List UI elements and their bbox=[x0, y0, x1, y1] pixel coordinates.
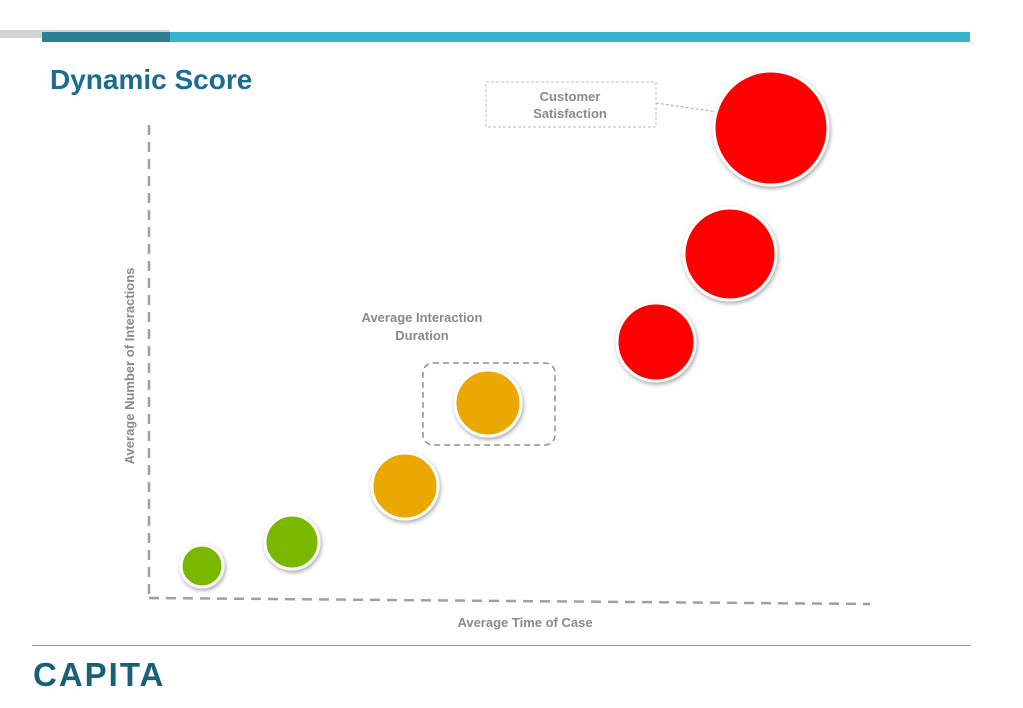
bubble-3 bbox=[370, 451, 440, 521]
bubble-1 bbox=[179, 543, 225, 589]
callout-satisfaction-line-1: Customer bbox=[540, 89, 601, 104]
bubble-6 bbox=[682, 206, 778, 302]
bubble-2 bbox=[263, 513, 321, 571]
callout-duration-line-2: Duration bbox=[395, 328, 449, 343]
callout-duration-line-1: Average Interaction bbox=[362, 310, 483, 325]
bubbles-group bbox=[179, 69, 830, 589]
header-accent-dark bbox=[42, 32, 170, 42]
bubble-5 bbox=[615, 301, 697, 383]
y-axis-label: Average Number of Interactions bbox=[122, 268, 137, 465]
footer-divider bbox=[32, 645, 970, 646]
satisfaction-callout-box bbox=[485, 81, 657, 128]
highlight-box bbox=[422, 362, 556, 446]
x-axis-label: Average Time of Case bbox=[457, 615, 592, 630]
slide-title: Dynamic Score bbox=[50, 64, 253, 95]
callout-satisfaction-line-2: Satisfaction bbox=[533, 106, 607, 121]
header-accent-bar bbox=[170, 32, 970, 42]
bubble-7 bbox=[712, 69, 830, 187]
x-axis-line bbox=[148, 596, 871, 606]
bubble-4 bbox=[453, 368, 523, 438]
capita-logo: CAPITA bbox=[33, 656, 166, 693]
